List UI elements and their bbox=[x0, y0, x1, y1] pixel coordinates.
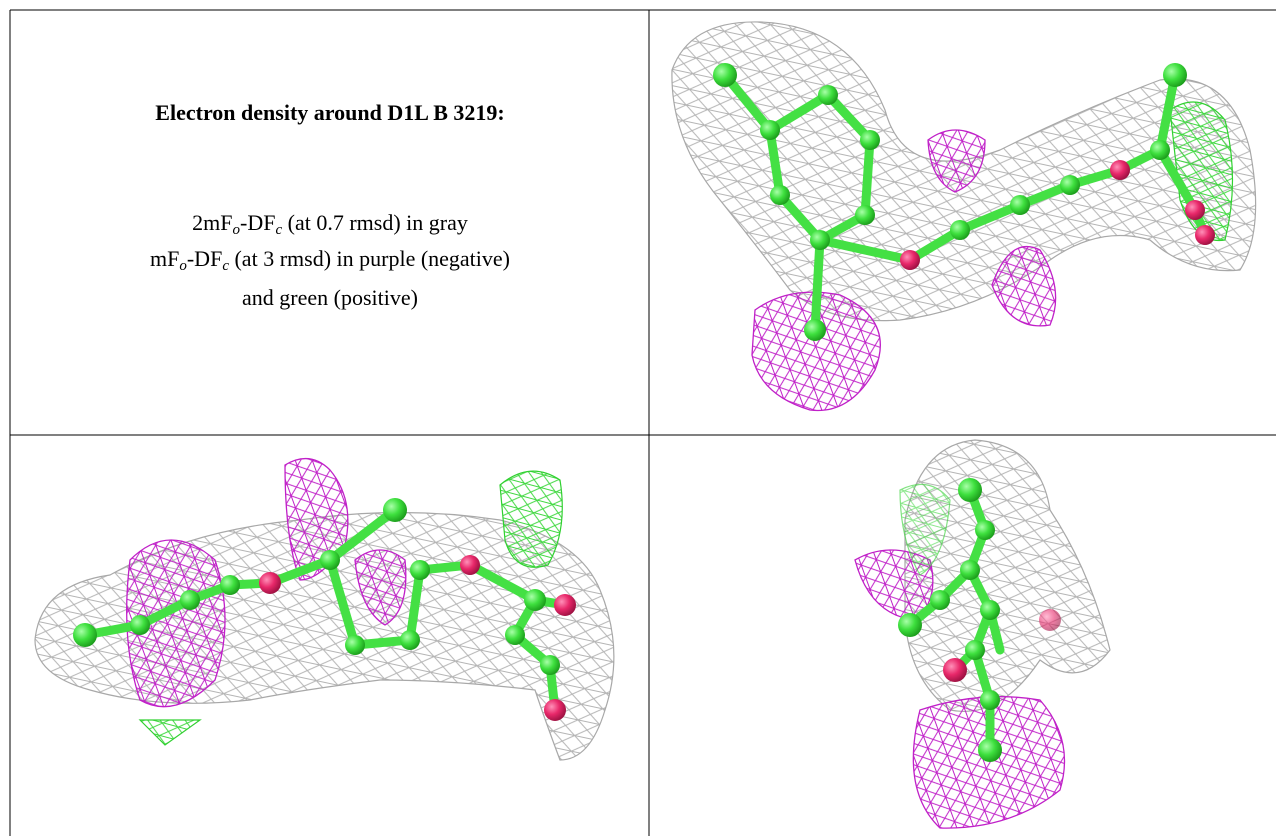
caption-part: (at 0.7 rmsd) in gray bbox=[282, 210, 468, 235]
mesh bbox=[904, 439, 1111, 712]
density-view bbox=[34, 458, 615, 761]
mesh bbox=[899, 483, 951, 576]
atom bbox=[259, 572, 281, 594]
atom bbox=[930, 590, 950, 610]
atom bbox=[1039, 609, 1061, 631]
bond bbox=[720, 70, 1210, 335]
atom bbox=[1010, 195, 1030, 215]
atom bbox=[345, 635, 365, 655]
mesh bbox=[499, 470, 563, 568]
atom bbox=[860, 130, 880, 150]
atom bbox=[180, 590, 200, 610]
mesh bbox=[912, 696, 1066, 829]
atom bbox=[524, 589, 546, 611]
atom bbox=[130, 615, 150, 635]
atom bbox=[713, 63, 737, 87]
atom bbox=[818, 85, 838, 105]
atom bbox=[770, 185, 790, 205]
atom bbox=[965, 640, 985, 660]
atom bbox=[960, 560, 980, 580]
density-view bbox=[671, 21, 1257, 412]
atom bbox=[544, 699, 566, 721]
atom bbox=[505, 625, 525, 645]
caption-part: (at 3 rmsd) in purple (negative) bbox=[229, 246, 510, 271]
density-view bbox=[854, 439, 1111, 829]
atom bbox=[975, 520, 995, 540]
atom bbox=[950, 220, 970, 240]
caption-part: c bbox=[275, 222, 282, 238]
caption-part: -DF bbox=[187, 246, 222, 271]
atom bbox=[810, 230, 830, 250]
atom bbox=[1163, 63, 1187, 87]
atom bbox=[760, 120, 780, 140]
atom-group bbox=[259, 555, 576, 721]
atom bbox=[900, 250, 920, 270]
atom bbox=[220, 575, 240, 595]
mesh bbox=[354, 549, 407, 626]
caption-part: -DF bbox=[240, 210, 275, 235]
atom bbox=[1110, 160, 1130, 180]
atom bbox=[980, 600, 1000, 620]
caption-line: 2mFo-DFc (at 0.7 rmsd) in gray bbox=[192, 210, 468, 238]
atom bbox=[980, 690, 1000, 710]
caption-line: and green (positive) bbox=[242, 285, 418, 310]
atom-group bbox=[713, 63, 1187, 341]
caption-part: o bbox=[233, 222, 241, 238]
atom bbox=[898, 613, 922, 637]
caption-part: mF bbox=[150, 246, 179, 271]
atom bbox=[1150, 140, 1170, 160]
atom bbox=[540, 655, 560, 675]
caption-part: o bbox=[179, 258, 187, 274]
caption-part: c bbox=[222, 258, 229, 274]
atom bbox=[400, 630, 420, 650]
caption-line: mFo-DFc (at 3 rmsd) in purple (negative) bbox=[150, 246, 510, 274]
caption-part: 2mF bbox=[192, 210, 232, 235]
atom bbox=[73, 623, 97, 647]
atom bbox=[943, 658, 967, 682]
atom bbox=[554, 594, 576, 616]
mesh bbox=[927, 129, 986, 193]
atom bbox=[1185, 200, 1205, 220]
atom bbox=[1060, 175, 1080, 195]
atom-group bbox=[898, 478, 1002, 762]
caption-title: Electron density around D1L B 3219: bbox=[155, 100, 504, 125]
atom-group bbox=[900, 160, 1215, 270]
mesh bbox=[138, 719, 202, 746]
atom bbox=[978, 738, 1002, 762]
atom bbox=[1195, 225, 1215, 245]
mesh bbox=[854, 549, 934, 621]
atom bbox=[804, 319, 826, 341]
atom bbox=[383, 498, 407, 522]
mesh bbox=[126, 539, 226, 708]
atom bbox=[958, 478, 982, 502]
table-border bbox=[9, 9, 1276, 836]
atom bbox=[855, 205, 875, 225]
atom bbox=[410, 560, 430, 580]
atom bbox=[320, 550, 340, 570]
atom bbox=[460, 555, 480, 575]
mesh bbox=[991, 245, 1057, 327]
atom-group bbox=[73, 498, 560, 675]
atom-group bbox=[943, 609, 1061, 682]
